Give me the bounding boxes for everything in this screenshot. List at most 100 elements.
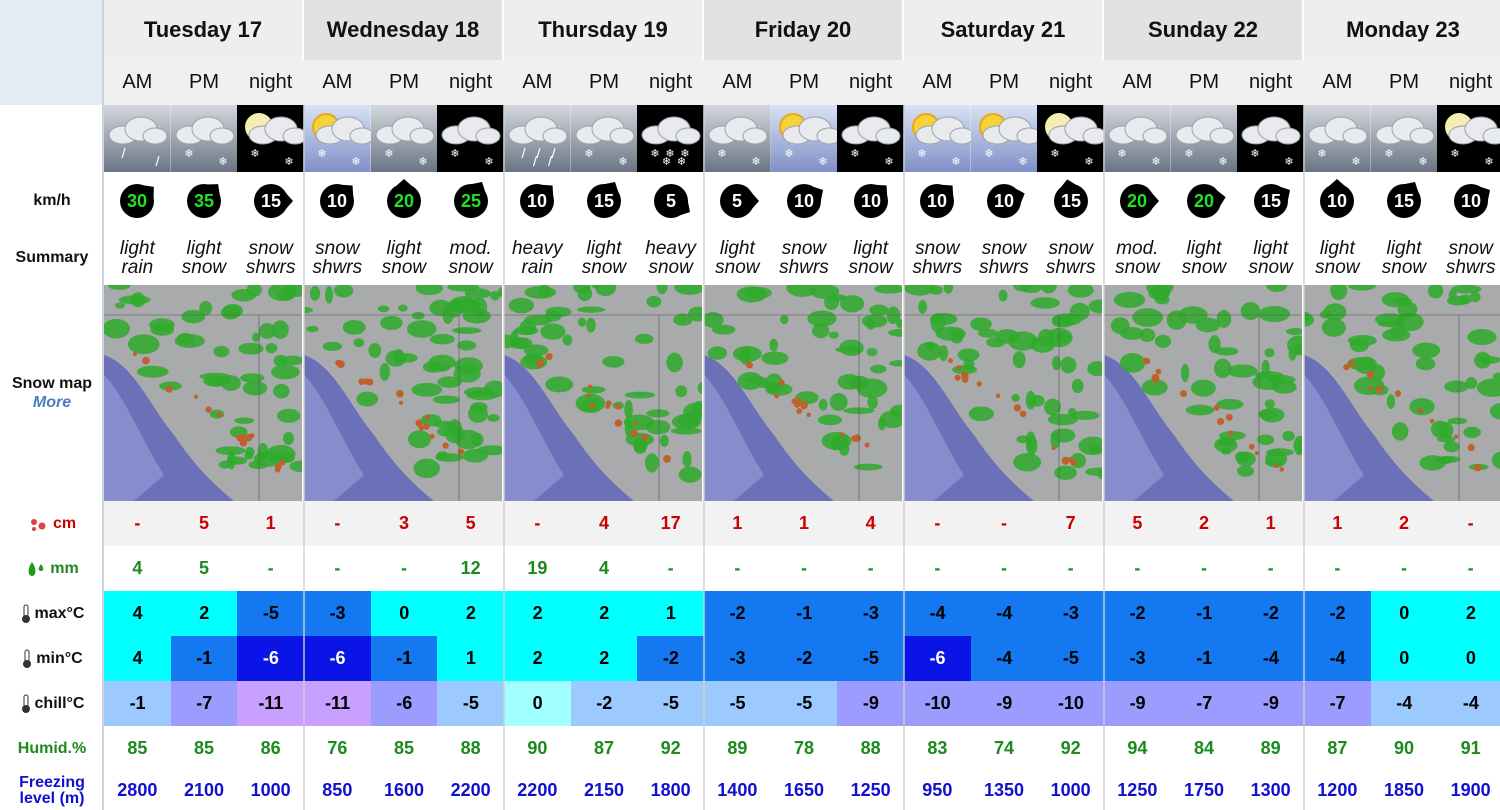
freezing-value: 1300 [1237, 771, 1304, 810]
precip [1119, 353, 1146, 373]
precip [682, 451, 692, 468]
precip [1465, 377, 1478, 389]
snow-value: 1 [770, 501, 838, 546]
row-label: Humid.% [0, 726, 104, 771]
precip [839, 442, 850, 456]
precip [432, 395, 460, 404]
precip [623, 414, 655, 431]
wind-icon: 20 [1120, 184, 1160, 218]
period-label: AM [704, 60, 771, 105]
max-temp: -2 [1104, 591, 1172, 636]
wind-icon: 35 [187, 184, 221, 218]
humidity-value: 90 [1370, 726, 1438, 771]
precip [1463, 426, 1481, 439]
snow-value: - [104, 501, 171, 546]
day-separator [1303, 105, 1305, 810]
wind-circle [1187, 184, 1221, 218]
precip [1392, 297, 1413, 306]
rain-streak [547, 155, 553, 167]
precip [136, 365, 169, 378]
heavy-precip [1228, 430, 1234, 436]
weather-icon: ❄❄ [1104, 105, 1171, 172]
wind-speed: 15 [1394, 191, 1414, 211]
more-link[interactable]: More [32, 394, 72, 411]
wind-speed: 15 [1061, 191, 1081, 211]
precip [1447, 417, 1468, 425]
day-header: Wednesday 18 [304, 0, 504, 60]
wind-circle [120, 184, 155, 218]
snowflake: ❄ [351, 156, 360, 168]
precip [1443, 441, 1460, 453]
min-temp: -2 [770, 636, 838, 681]
precip [449, 298, 480, 312]
freezing-value: 1800 [637, 771, 704, 810]
label-text: Freezing level (m) [19, 773, 85, 807]
precip [271, 320, 289, 339]
heavy-precip [961, 376, 969, 383]
snowflake: ❄ [1018, 156, 1027, 168]
precip [1330, 285, 1348, 300]
min-temp: -5 [837, 636, 905, 681]
precip [591, 285, 603, 289]
precip [656, 285, 668, 295]
precip [356, 391, 379, 407]
heavy-precip [1429, 418, 1435, 424]
heavy-precip [840, 432, 845, 437]
freezing-value: 2200 [504, 771, 571, 810]
wind-circle [387, 184, 421, 218]
precip [218, 460, 232, 469]
precip [1185, 404, 1215, 416]
max-temp: -2 [1237, 591, 1305, 636]
wind-icon: 5 [653, 184, 690, 218]
label-text: km/h [33, 192, 71, 210]
cloud [248, 116, 305, 145]
precip [444, 425, 465, 444]
precip [270, 364, 300, 380]
max-temp: 2 [1437, 591, 1500, 636]
precip [1266, 285, 1288, 293]
heavy-precip [279, 459, 286, 466]
max-temp: -3 [1037, 591, 1105, 636]
humidity-value: 90 [504, 726, 571, 771]
precip [711, 324, 736, 335]
ocean-light [704, 375, 764, 501]
snow-value: 7 [1037, 501, 1104, 546]
precip [1282, 430, 1295, 442]
precip [453, 364, 481, 383]
cloud [1375, 116, 1435, 145]
heavy-precip [132, 351, 138, 357]
day-separator [1103, 105, 1105, 810]
precip [786, 285, 818, 297]
summary: mod. snow [1115, 237, 1160, 278]
wind-speed: 10 [927, 191, 947, 211]
precip [1304, 313, 1315, 327]
wind-icon: 10 [520, 184, 555, 218]
snow-value: - [904, 501, 971, 546]
precip [575, 393, 606, 413]
precip [239, 373, 265, 383]
wind-icon: 20 [1187, 184, 1226, 218]
snow-value: 17 [637, 501, 704, 546]
chill-temp: -7 [1304, 681, 1372, 726]
period-label: PM [170, 60, 238, 105]
precip [968, 406, 994, 422]
chill-temp: -6 [370, 681, 438, 726]
period-label: night [637, 60, 704, 105]
precip [234, 417, 255, 424]
precip [807, 310, 837, 327]
heavy-precip [205, 406, 212, 413]
precip [737, 371, 764, 391]
precip [470, 401, 488, 413]
precip [645, 453, 659, 473]
heavy-precip [1366, 370, 1375, 379]
weather-icon: ❄❄ [304, 105, 371, 172]
precip [1208, 335, 1221, 354]
ocean-light [104, 375, 164, 501]
humidity-value: 92 [1037, 726, 1104, 771]
precip [818, 398, 828, 411]
min-temp: -6 [904, 636, 972, 681]
precip [1154, 334, 1172, 348]
snow-value: - [504, 501, 571, 546]
precip [1067, 285, 1094, 298]
